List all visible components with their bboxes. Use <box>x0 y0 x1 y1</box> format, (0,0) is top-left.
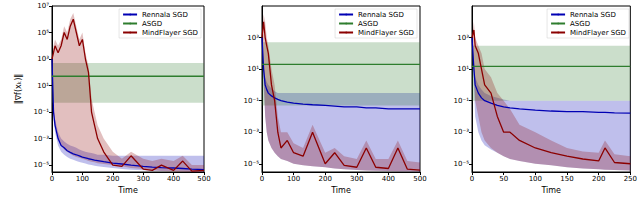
svg-text:ASGD: ASGD <box>570 20 590 28</box>
svg-text:10⁻³: 10⁻³ <box>244 128 260 136</box>
svg-text:Time: Time <box>117 186 138 195</box>
svg-text:50: 50 <box>499 175 508 183</box>
svg-text:250: 250 <box>624 175 637 183</box>
svg-text:10⁻¹: 10⁻¹ <box>244 97 260 105</box>
svg-text:10¹: 10¹ <box>457 65 469 73</box>
svg-text:10⁻¹: 10⁻¹ <box>34 108 50 116</box>
svg-text:150: 150 <box>560 175 573 183</box>
svg-text:Time: Time <box>540 186 561 195</box>
svg-text:ASGD: ASGD <box>358 20 378 28</box>
svg-text:MindFlayer SGD: MindFlayer SGD <box>570 29 626 37</box>
svg-text:10⁻⁵: 10⁻⁵ <box>244 160 260 168</box>
svg-text:200: 200 <box>592 175 605 183</box>
svg-text:MindFlayer SGD: MindFlayer SGD <box>358 29 414 37</box>
svg-text:Rennala SGD: Rennala SGD <box>142 11 188 19</box>
svg-text:10⁵: 10⁵ <box>37 29 49 37</box>
svg-text:10⁻³: 10⁻³ <box>454 128 470 136</box>
svg-text:10³: 10³ <box>457 34 469 42</box>
svg-text:10⁻⁵: 10⁻⁵ <box>454 160 470 168</box>
svg-text:10⁷: 10⁷ <box>37 2 49 10</box>
svg-text:10⁻⁵: 10⁻⁵ <box>34 161 50 169</box>
svg-text:10¹: 10¹ <box>37 82 49 90</box>
svg-text:300: 300 <box>350 175 363 183</box>
svg-text:10¹: 10¹ <box>247 65 259 73</box>
svg-text:200: 200 <box>106 175 119 183</box>
svg-text:‖∇f(xₖ)‖: ‖∇f(xₖ)‖ <box>14 74 23 105</box>
svg-text:10⁻³: 10⁻³ <box>34 135 50 143</box>
svg-text:400: 400 <box>167 175 180 183</box>
svg-text:100: 100 <box>76 175 89 183</box>
svg-text:MindFlayer SGD: MindFlayer SGD <box>142 29 198 37</box>
svg-text:10³: 10³ <box>37 55 49 63</box>
svg-text:200: 200 <box>319 175 332 183</box>
svg-text:400: 400 <box>382 175 395 183</box>
svg-text:ASGD: ASGD <box>142 20 162 28</box>
svg-text:Time: Time <box>330 186 351 195</box>
svg-text:0: 0 <box>260 175 264 183</box>
svg-text:Rennala SGD: Rennala SGD <box>358 11 404 19</box>
svg-text:300: 300 <box>137 175 150 183</box>
svg-text:500: 500 <box>413 175 426 183</box>
svg-text:Rennala SGD: Rennala SGD <box>570 11 616 19</box>
svg-text:500: 500 <box>197 175 210 183</box>
svg-text:10³: 10³ <box>247 34 259 42</box>
svg-text:0: 0 <box>50 175 54 183</box>
svg-text:10⁻¹: 10⁻¹ <box>454 97 470 105</box>
svg-text:100: 100 <box>529 175 542 183</box>
svg-text:0: 0 <box>470 175 474 183</box>
svg-text:100: 100 <box>287 175 300 183</box>
